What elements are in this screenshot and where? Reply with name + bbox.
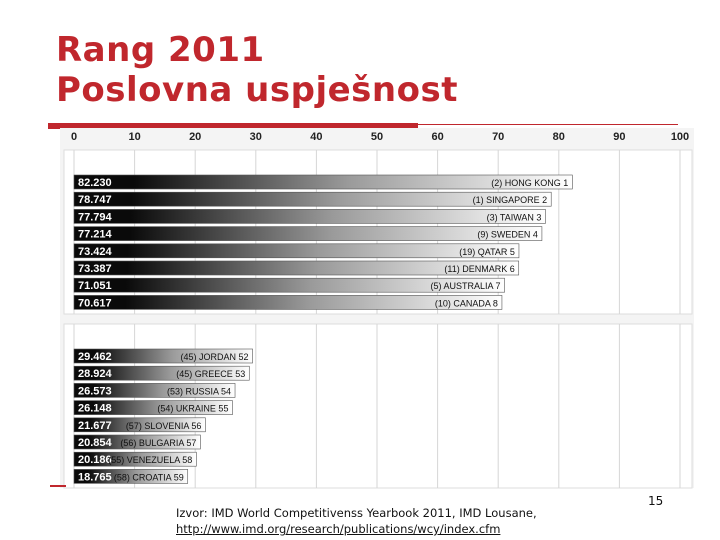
bar [73,365,250,381]
bar-value-label: 82.230 [78,177,112,189]
bar-value-label: 29.462 [78,351,112,363]
bar-country-label: (45) JORDAN 52 [181,352,249,362]
slide-title: Rang 2011 Poslovna uspješnost [56,30,458,110]
footer-accent-mark [50,485,66,487]
bar-country-label: (1) SINGAPORE 2 [473,195,548,205]
x-tick-label: 20 [189,131,201,143]
bar-country-label: (53) RUSSIA 54 [167,386,231,396]
bar-value-label: 73.424 [78,246,113,258]
bar-country-label: (2) HONG KONG 1 [491,178,568,188]
bar-country-label: (10) CANADA 8 [435,298,498,308]
x-tick-label: 70 [492,131,504,143]
bar-value-label: 71.051 [78,280,112,292]
bar-value-label: 73.387 [78,263,112,275]
source-text: Izvor: IMD World Competitivenss Yearbook… [176,506,537,520]
x-tick-label: 90 [613,131,625,143]
bar [73,260,520,276]
bar [73,191,552,207]
x-tick-label: 50 [371,131,383,143]
bar [73,174,573,190]
bar-value-label: 28.924 [78,368,113,380]
title-line-1: Rang 2011 [56,30,265,70]
bar-country-label: (9) SWEDEN 4 [477,230,538,240]
bar-value-label: 26.573 [78,385,112,397]
bar-country-label: (45) GREECE 53 [176,369,245,379]
bar-country-label: (5) AUSTRALIA 7 [431,281,501,291]
bar-value-label: 70.617 [78,297,112,309]
source-citation: Izvor: IMD World Competitivenss Yearbook… [176,505,537,537]
bar [73,348,253,364]
bar [73,434,201,450]
bar-value-label: 77.794 [78,211,113,223]
bar-value-label: 21.677 [78,420,112,432]
bar-country-label: (58) CROATIA 59 [114,472,184,482]
bar-country-label: (56) BULGARIA 57 [120,438,196,448]
bar-country-label: (55) VENEZUELA 58 [108,455,192,465]
bar-value-label: 77.214 [78,229,113,241]
bar [73,451,197,467]
bar-country-label: (3) TAIWAN 3 [487,212,542,222]
x-tick-label: 80 [553,131,565,143]
bar [73,226,543,241]
bar [73,209,546,224]
bar-value-label: 20.186 [78,454,112,466]
title-line-2: Poslovna uspješnost [56,70,458,110]
title-underline-rule [418,124,678,125]
bar-value-label: 20.854 [78,437,113,449]
bar [73,469,189,484]
x-tick-label: 30 [250,131,262,143]
bar-value-label: 26.148 [78,403,112,415]
bar-country-label: (54) UKRAINE 55 [157,404,228,414]
x-tick-label: 0 [71,131,77,143]
bar [73,383,236,398]
bar [73,243,520,259]
bar-country-label: (57) SLOVENIA 56 [126,421,202,431]
x-tick-label: 10 [128,131,140,143]
bar [73,400,233,415]
source-link[interactable]: http://www.imd.org/research/publications… [176,522,501,536]
bar-value-label: 18.765 [78,471,112,483]
bar [73,277,505,293]
title-underline-bar [48,123,418,129]
bar-country-label: (11) DENMARK 6 [444,264,514,274]
bar-country-label: (19) QATAR 5 [459,247,515,257]
bar [73,417,206,433]
bar [73,295,503,310]
x-tick-label: 100 [671,131,689,143]
x-tick-label: 60 [431,131,443,143]
page-number: 15 [648,494,664,508]
x-tick-label: 40 [310,131,322,143]
bar-value-label: 78.747 [78,194,112,206]
